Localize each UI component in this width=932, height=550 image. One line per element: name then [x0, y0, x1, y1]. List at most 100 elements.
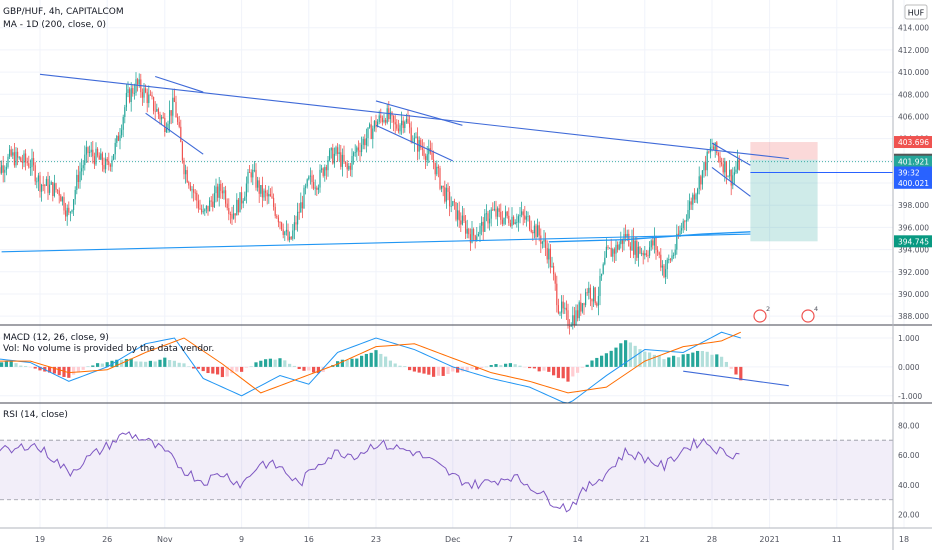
macd-histogram-bar — [585, 364, 589, 367]
macd-histogram-bar — [24, 366, 28, 367]
candle-body — [394, 122, 396, 125]
candle-body — [274, 206, 276, 216]
macd-trendline[interactable] — [683, 370, 789, 387]
trendline[interactable] — [375, 124, 454, 162]
candle-body — [569, 326, 571, 327]
time-tick-label: Nov — [157, 535, 173, 544]
candle-body — [359, 150, 361, 153]
candle-body — [191, 189, 193, 191]
candle-body — [396, 124, 398, 129]
candle-body — [167, 123, 169, 129]
macd-histogram-bar — [436, 366, 440, 376]
ma-line — [548, 231, 751, 243]
candle-body — [706, 151, 708, 171]
candle-body — [586, 292, 588, 294]
candle-body — [116, 135, 118, 143]
candle-body — [257, 180, 259, 188]
candle-body — [402, 120, 404, 128]
candle-body — [575, 310, 577, 325]
macd-histogram-bar — [28, 366, 32, 368]
candle-body — [145, 88, 147, 93]
trendline[interactable] — [145, 112, 204, 155]
candle-body — [599, 276, 601, 297]
candle-body — [420, 140, 422, 148]
candle-body — [404, 122, 406, 128]
candle-body — [185, 170, 187, 175]
time-tick-label: 11 — [832, 535, 842, 544]
candle-body — [37, 175, 39, 182]
macd-histogram-bar — [302, 366, 306, 371]
candle-body — [260, 185, 262, 194]
price-label-text: 39:32 — [898, 168, 920, 177]
price-label-text: 400.021 — [898, 179, 929, 188]
candle-body — [372, 128, 374, 139]
candle-body — [170, 110, 172, 116]
candle-body — [279, 222, 281, 223]
macd-histogram-bar — [187, 366, 191, 367]
candle-body — [204, 209, 206, 212]
candle-body — [0, 165, 3, 173]
ma-legend: MA - 1D (200, close, 0) — [3, 20, 106, 30]
macd-histogram-bar — [643, 351, 647, 367]
trendline[interactable] — [1, 233, 751, 253]
candle-body — [233, 213, 235, 219]
trendlines[interactable] — [1, 73, 789, 253]
candle-body — [482, 221, 484, 232]
candle-body — [295, 222, 297, 225]
take-profit-zone[interactable] — [750, 159, 818, 242]
candle-body — [26, 162, 28, 164]
macd-histogram-bar — [504, 363, 508, 367]
candle-body — [631, 237, 633, 251]
candle-body — [665, 269, 667, 278]
candle-body — [468, 228, 470, 235]
macd-histogram-bar — [576, 366, 580, 373]
candle-body — [133, 92, 135, 94]
candle-body — [332, 148, 334, 164]
candle-body — [217, 186, 219, 198]
candle-body — [84, 154, 86, 166]
price-tick-label: 390.000 — [898, 290, 929, 299]
candle-body — [713, 146, 715, 150]
macd-histogram-bar — [225, 366, 229, 377]
candle-body — [519, 214, 521, 217]
candle-body — [207, 205, 209, 212]
candle-body — [97, 148, 99, 156]
time-tick-label: 14 — [573, 535, 583, 544]
trendline[interactable] — [375, 100, 463, 126]
macd-histogram-bar — [528, 366, 532, 369]
event-marker-icon[interactable] — [753, 309, 767, 323]
stop-loss-zone[interactable] — [750, 142, 818, 160]
candle-body — [180, 126, 182, 143]
candle-body — [183, 160, 185, 175]
candle-body — [90, 149, 92, 153]
rsi-tick-label: 60.00 — [898, 451, 920, 460]
macd-histogram-bar — [283, 360, 287, 367]
trendline[interactable] — [39, 73, 789, 160]
macd-histogram-bar — [566, 366, 570, 382]
candle-body — [653, 237, 655, 246]
macd-histogram-bar — [720, 356, 724, 367]
macd-histogram-bar — [177, 362, 181, 367]
macd-histogram-bar — [62, 366, 66, 377]
event-marker-icon[interactable] — [801, 309, 815, 323]
trendline[interactable] — [711, 142, 751, 166]
candle-body — [561, 301, 563, 313]
candle-body — [285, 229, 287, 232]
price-tick-label: 388.000 — [898, 312, 929, 321]
trendline[interactable] — [711, 167, 751, 197]
candle-body — [521, 211, 523, 215]
candle-body — [604, 257, 606, 265]
candle-body — [100, 153, 102, 160]
trendline[interactable] — [155, 76, 204, 93]
candle-body — [71, 210, 73, 212]
candle-body — [303, 187, 305, 209]
candle-body — [636, 240, 638, 258]
macd-histogram-bar — [374, 350, 378, 367]
candle-body — [497, 208, 499, 217]
candle-body — [231, 214, 233, 219]
currency-badge[interactable] — [904, 4, 928, 20]
candle-body — [353, 152, 355, 157]
